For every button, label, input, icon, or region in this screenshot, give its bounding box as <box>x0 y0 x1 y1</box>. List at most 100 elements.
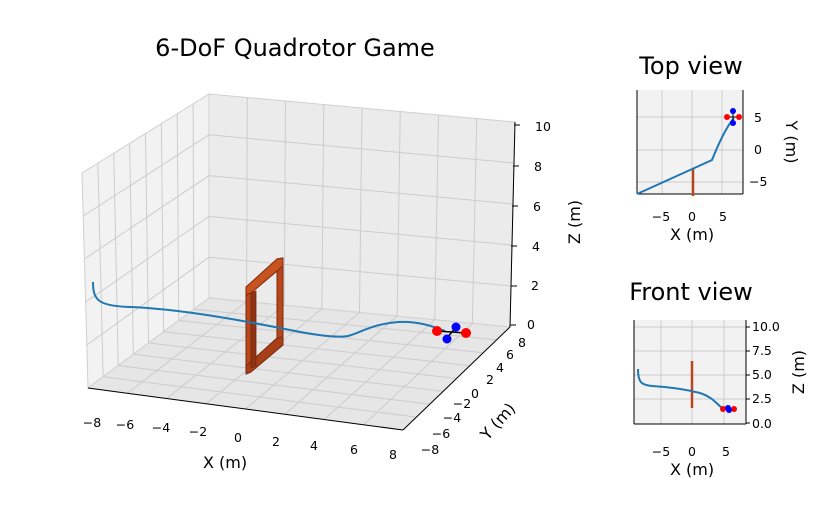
y-tick: −6 <box>432 426 450 441</box>
z-tick: 8 <box>534 159 542 174</box>
grid-line <box>283 100 286 306</box>
x-tick: −2 <box>189 424 207 439</box>
top-view-x-ticks: −5 0 5 <box>652 209 727 224</box>
x-axis-line <box>87 387 404 431</box>
y-tick: 4 <box>496 360 504 375</box>
front-view-title: Front view <box>629 278 753 306</box>
svg-text:10.0: 10.0 <box>752 319 780 334</box>
grid-line <box>284 315 398 415</box>
x-tick: −6 <box>116 417 134 432</box>
top-view-y-label: Y (m) <box>782 120 801 164</box>
x-tick-labels: −8 −6 −4 −2 0 2 4 6 8 <box>83 415 397 462</box>
gate-top-bar <box>245 257 284 296</box>
y-axis-line <box>402 326 511 431</box>
svg-text:5.0: 5.0 <box>752 367 772 382</box>
z-tick: 10 <box>535 119 551 134</box>
gate-right-post <box>276 257 284 347</box>
grid-line <box>323 319 436 420</box>
front-view-x-label: X (m) <box>670 460 714 479</box>
y-tick: 0 <box>471 386 479 401</box>
grid-line <box>359 107 363 313</box>
top-view-y-ticks: 5 0 −5 <box>749 110 767 189</box>
z-tick: 6 <box>533 199 541 214</box>
svg-text:0: 0 <box>688 209 696 224</box>
x-axis-label: X (m) <box>203 453 247 472</box>
grid-line <box>321 104 325 309</box>
gate-left-post <box>245 284 252 375</box>
grid-line <box>160 123 165 332</box>
svg-text:5: 5 <box>722 444 730 459</box>
front-view[interactable]: −5 0 5 10.0 7.5 5.0 2.5 0.0 X (m) Z (m) <box>633 319 808 479</box>
rotor-blue-back <box>451 322 461 332</box>
grid-line <box>163 331 470 367</box>
svg-text:0.0: 0.0 <box>752 416 772 431</box>
grid-line <box>208 215 513 246</box>
top-view[interactable]: −5 0 5 5 0 −5 X (m) Y (m) <box>636 90 801 244</box>
svg-text:−5: −5 <box>652 209 670 224</box>
z-axis-line <box>509 121 516 328</box>
svg-text:0: 0 <box>754 142 762 157</box>
x-tick: 8 <box>389 447 397 462</box>
y-tick: 2 <box>486 372 494 387</box>
grid-line <box>97 163 104 377</box>
trajectory-line <box>92 281 446 338</box>
grid-line <box>84 175 210 260</box>
game-title: 6-DoF Quadrotor Game <box>155 34 435 62</box>
x-tick: −8 <box>83 415 101 430</box>
quadrotor[interactable] <box>432 322 471 344</box>
grid-line <box>85 215 210 303</box>
grid-line <box>82 134 210 217</box>
y-tick: −2 <box>453 396 471 411</box>
x-tick: 2 <box>272 434 280 449</box>
grid-line <box>192 103 195 310</box>
y-tick: −8 <box>421 442 439 457</box>
grid-line <box>86 256 210 346</box>
svg-text:−5: −5 <box>749 174 767 189</box>
grid-line <box>471 118 478 324</box>
z-axis-label: Z (m) <box>565 200 584 244</box>
front-view-quadrotor <box>720 405 737 413</box>
y-tick: −4 <box>443 410 461 425</box>
grid-line <box>113 153 119 366</box>
z-tick: 2 <box>531 278 539 293</box>
top-view-title: Top view <box>638 52 742 80</box>
main-grid <box>82 97 515 426</box>
main-3d-view[interactable]: −8 −6 −4 −2 0 2 4 6 8 −8 −6 −4 −2 0 2 4 … <box>81 93 584 472</box>
front-view-x-ticks: −5 0 5 <box>652 444 730 459</box>
x-tick: −4 <box>152 420 170 435</box>
grid-line <box>176 113 180 321</box>
grid-line <box>208 256 512 287</box>
x-tick: 4 <box>310 438 318 453</box>
svg-text:−5: −5 <box>652 444 670 459</box>
grid-line <box>148 342 457 379</box>
grid-line <box>129 143 134 355</box>
z-tick: 0 <box>527 317 535 332</box>
z-tick-marks <box>510 124 520 326</box>
grid-line <box>396 111 401 317</box>
z-tick-labels: 0 2 4 6 8 10 <box>527 119 551 332</box>
grid-line <box>208 134 515 164</box>
top-view-x-label: X (m) <box>670 225 714 244</box>
grid-line <box>208 175 514 205</box>
x-tick: 0 <box>234 430 242 445</box>
gate-inner-side <box>250 290 257 369</box>
top-view-quadrotor <box>724 108 742 126</box>
rotor-blue-front <box>442 334 452 344</box>
rotor-red-right <box>461 328 471 338</box>
gate <box>245 257 284 375</box>
svg-text:5: 5 <box>719 209 727 224</box>
front-view-z-tick-marks <box>746 326 750 424</box>
grid-line <box>363 323 473 426</box>
grid-line <box>434 114 439 320</box>
rotor-red-left <box>432 326 442 336</box>
svg-text:0: 0 <box>688 444 696 459</box>
front-view-z-label: Z (m) <box>789 350 808 394</box>
y-tick-labels: −8 −6 −4 −2 0 2 4 6 8 <box>421 335 526 457</box>
y-tick: 6 <box>506 347 514 362</box>
front-view-z-ticks: 10.0 7.5 5.0 2.5 0.0 <box>752 319 780 431</box>
x-tick: 6 <box>350 442 358 457</box>
front-view-trajectory <box>637 368 723 409</box>
svg-text:2.5: 2.5 <box>752 391 772 406</box>
z-tick: 4 <box>532 239 540 254</box>
